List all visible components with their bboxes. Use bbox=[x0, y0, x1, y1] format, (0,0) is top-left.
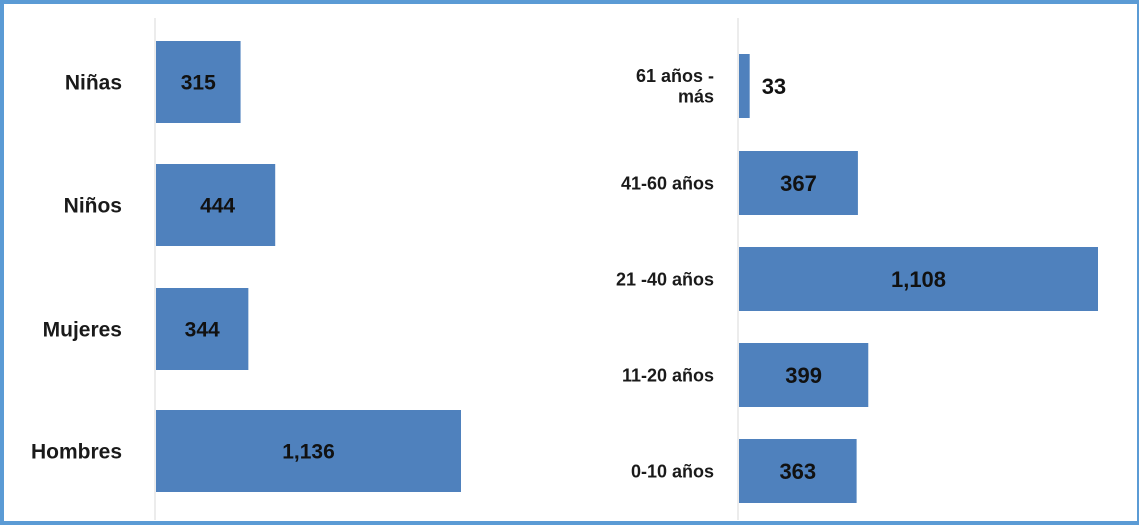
category-label-ninas: Niñas bbox=[65, 71, 122, 94]
bar-0-10-anos bbox=[739, 439, 857, 503]
value-label-ninos: 444 bbox=[200, 195, 235, 218]
bar-ninas bbox=[156, 41, 241, 123]
value-label-ninas: 315 bbox=[181, 72, 216, 95]
category-label-0-10-anos: 0-10 años bbox=[631, 461, 714, 481]
bar-61-anos-mas bbox=[739, 54, 750, 118]
value-label-11-20-anos: 399 bbox=[785, 363, 822, 388]
category-label-11-20-anos: 11-20 años bbox=[622, 365, 714, 385]
bar-mujeres bbox=[156, 288, 249, 370]
category-label-ninos: Niños bbox=[64, 194, 122, 217]
bar-ninos bbox=[156, 164, 276, 246]
value-label-21-40-anos: 1,108 bbox=[891, 267, 946, 292]
category-label-41-60-anos: 41-60 años bbox=[621, 173, 714, 193]
category-label-line: más bbox=[678, 87, 714, 107]
bar-11-20-anos bbox=[739, 343, 869, 407]
bar-21-40-anos bbox=[739, 247, 1098, 311]
category-label-61-anos-mas: 61 años -más bbox=[636, 66, 714, 107]
category-label-21-40-anos: 21 -40 años bbox=[616, 269, 714, 289]
bar-41-60-anos bbox=[739, 151, 858, 215]
category-label-line: 61 años - bbox=[636, 66, 714, 86]
value-label-41-60-anos: 367 bbox=[780, 171, 817, 196]
bar-hombres bbox=[156, 410, 461, 492]
value-label-hombres: 1,136 bbox=[282, 441, 335, 464]
category-label-mujeres: Mujeres bbox=[43, 318, 122, 341]
category-label-hombres: Hombres bbox=[31, 440, 122, 463]
chart-canvas: Niñas 315 Niños 444 Mujeres 344 Hombres 1,136 61… bbox=[31, 18, 1098, 520]
value-label-0-10-anos: 363 bbox=[779, 459, 816, 484]
value-label-61-anos-mas: 33 bbox=[762, 74, 786, 99]
value-label-mujeres: 344 bbox=[185, 319, 220, 342]
